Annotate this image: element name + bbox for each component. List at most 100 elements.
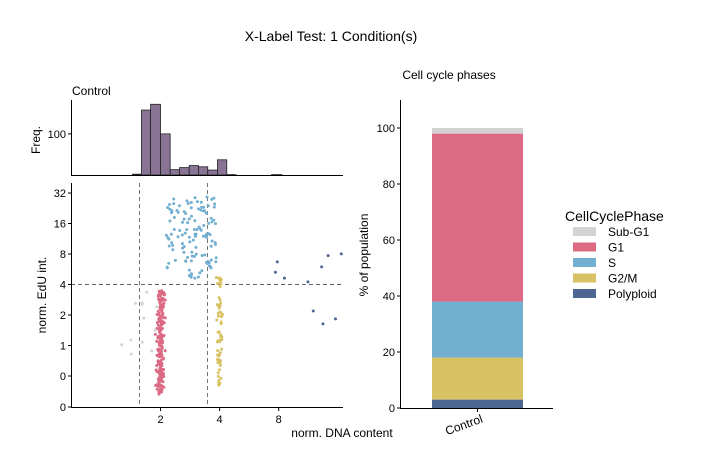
scatter-point: [167, 244, 171, 248]
scatter-point: [215, 358, 219, 362]
scatter-point: [201, 234, 205, 238]
scatter-point: [218, 351, 222, 355]
scatter-point: [275, 260, 279, 264]
scatter-point: [326, 254, 330, 258]
scatter-point: [218, 285, 222, 289]
scatter-point: [207, 221, 211, 225]
legend-swatch: [573, 258, 596, 267]
scatter-points: [120, 195, 343, 396]
scatter-point: [217, 296, 221, 300]
scatter-point: [196, 275, 200, 279]
scatter-point: [193, 196, 197, 200]
histogram-bar: [150, 103, 161, 176]
scatter-point: [159, 384, 163, 388]
scatter-point: [217, 378, 221, 382]
scatter-x-tick-label: 4: [217, 414, 223, 426]
scatter-point: [219, 282, 223, 286]
scatter-point: [164, 233, 168, 237]
legend-label: Sub-G1: [608, 225, 650, 239]
scatter-point: [212, 196, 216, 200]
scatter-point: [210, 239, 214, 243]
scatter-point: [156, 362, 160, 366]
scatter-point: [155, 312, 159, 316]
histogram-title: Control: [72, 84, 111, 98]
scatter-point: [160, 340, 164, 344]
scatter-point: [209, 265, 213, 269]
histogram-bars: [132, 103, 283, 176]
scatter-point: [159, 390, 163, 394]
scatter-point: [214, 256, 218, 260]
scatter-point: [194, 245, 198, 249]
scatter-point: [214, 276, 218, 280]
scatter-point: [168, 219, 172, 223]
scatter-y-ticks: 0 0 1 2 4 8 16 32: [54, 188, 71, 414]
histogram-bar: [198, 166, 209, 176]
scatter-point: [216, 361, 220, 365]
scatter-point: [189, 272, 193, 276]
scatter-point: [159, 307, 163, 311]
stacked-bars: [432, 128, 523, 408]
scatter-point: [218, 303, 222, 307]
scatter-point: [156, 294, 160, 298]
scatter-point: [195, 228, 199, 232]
scatter-point: [216, 349, 220, 353]
legend-label: S: [608, 256, 616, 270]
scatter-point: [161, 357, 165, 361]
scatter-y-tick-label: 2: [60, 310, 66, 322]
scatter-xlabel: norm. DNA content: [291, 426, 393, 440]
scatter-point: [205, 235, 209, 239]
stacked-y-tick-label: 0: [389, 403, 395, 415]
scatter-point: [182, 250, 186, 254]
scatter-y-tick-label: 8: [60, 249, 66, 261]
scatter-point: [162, 301, 166, 305]
scatter-point: [181, 220, 185, 224]
scatter-point: [158, 350, 162, 354]
scatter-point: [172, 197, 176, 201]
scatter-point: [204, 211, 208, 215]
stacked-x-ticks: Control: [443, 408, 485, 438]
scatter-point: [185, 227, 189, 231]
scatter-point: [157, 318, 161, 322]
scatter-point: [220, 347, 224, 351]
scatter-point: [273, 270, 277, 274]
scatter-point: [167, 202, 171, 206]
scatter-point: [216, 371, 220, 375]
scatter-point: [158, 331, 162, 335]
scatter-point: [217, 354, 221, 358]
scatter-x-tick-label: 8: [276, 414, 282, 426]
scatter-point: [205, 195, 209, 199]
scatter-point: [190, 250, 194, 254]
scatter-point: [186, 202, 190, 206]
scatter-point: [157, 343, 161, 347]
scatter-point: [320, 265, 324, 269]
scatter-point: [160, 291, 164, 295]
scatter-point: [157, 347, 161, 351]
scatter-point: [166, 206, 170, 210]
histogram-bar: [217, 159, 228, 176]
scatter-point: [213, 202, 217, 206]
scatter-point: [187, 268, 191, 272]
scatter-point: [156, 360, 160, 364]
scatter-point: [184, 259, 188, 263]
scatter-point: [209, 244, 213, 248]
scatter-point: [193, 219, 197, 223]
histogram-panel: Control Freq. 100: [29, 84, 343, 176]
scatter-point: [220, 338, 224, 342]
scatter-point: [321, 322, 325, 326]
scatter-point: [180, 233, 184, 237]
scatter-point: [189, 259, 193, 263]
scatter-point: [156, 377, 160, 381]
scatter-point: [168, 207, 172, 211]
scatter-point: [186, 221, 190, 225]
scatter-y-tick-label: 0: [60, 402, 66, 414]
histogram-y-tick-label: 100: [48, 129, 66, 141]
scatter-point: [206, 204, 210, 208]
scatter-point: [219, 334, 223, 338]
scatter-point: [193, 232, 197, 236]
scatter-point: [142, 316, 146, 320]
scatter-point: [205, 232, 209, 236]
scatter-point: [155, 370, 159, 374]
legend-swatch: [573, 289, 596, 298]
